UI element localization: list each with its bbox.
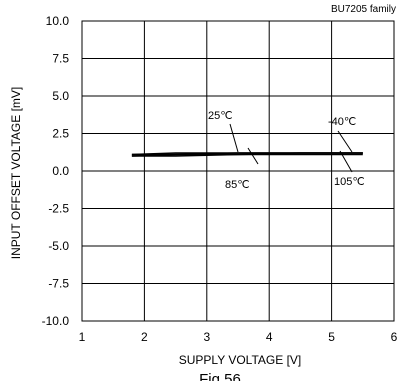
x-tick-label: 1 <box>79 330 86 344</box>
y-tick-label: 0.0 <box>52 164 69 178</box>
x-tick-labels: 1 2 3 4 5 6 <box>79 330 398 344</box>
family-label: BU7205 family <box>331 4 396 15</box>
annotation-label: 85℃ <box>225 179 250 191</box>
annotation-leader <box>339 150 353 173</box>
plot-frame <box>81 20 395 322</box>
x-tick-label: 2 <box>141 330 148 344</box>
y-tick-label: -2.5 <box>48 202 69 216</box>
x-axis-label: SUPPLY VOLTAGE [V] <box>179 353 302 367</box>
x-tick-label: 5 <box>328 330 335 344</box>
y-tick-label: -5.0 <box>48 239 69 253</box>
series-line-3 <box>131 153 363 157</box>
annotation-leader <box>229 123 239 153</box>
x-tick-label: 3 <box>203 330 210 344</box>
annotations: 25℃ -40℃ 85℃ 105℃ <box>208 110 365 191</box>
y-axis-label: INPUT OFFSET VOLTAGE [mV] <box>9 87 23 259</box>
y-tick-label: 10.0 <box>46 14 70 28</box>
figure-caption: Fig.56 <box>199 371 241 381</box>
x-tick-label: 4 <box>266 330 273 344</box>
annotation-label: 25℃ <box>208 110 233 122</box>
y-tick-labels: 10.0 7.5 5.0 2.5 0.0 -2.5 -5.0 -7.5 -10.0 <box>42 14 70 328</box>
annotation-leader <box>337 130 353 153</box>
y-tick-label: -7.5 <box>48 277 69 291</box>
annotation-label: 105℃ <box>334 176 365 188</box>
y-tick-label: 2.5 <box>52 127 69 141</box>
series-lines <box>131 152 363 157</box>
y-tick-label: -10.0 <box>42 314 70 328</box>
grid <box>81 20 395 322</box>
annotation-label: -40℃ <box>328 116 356 128</box>
annotation-leader <box>247 147 259 165</box>
y-tick-label: 7.5 <box>52 52 69 66</box>
y-tick-label: 5.0 <box>52 89 69 103</box>
x-tick-label: 6 <box>391 330 398 344</box>
